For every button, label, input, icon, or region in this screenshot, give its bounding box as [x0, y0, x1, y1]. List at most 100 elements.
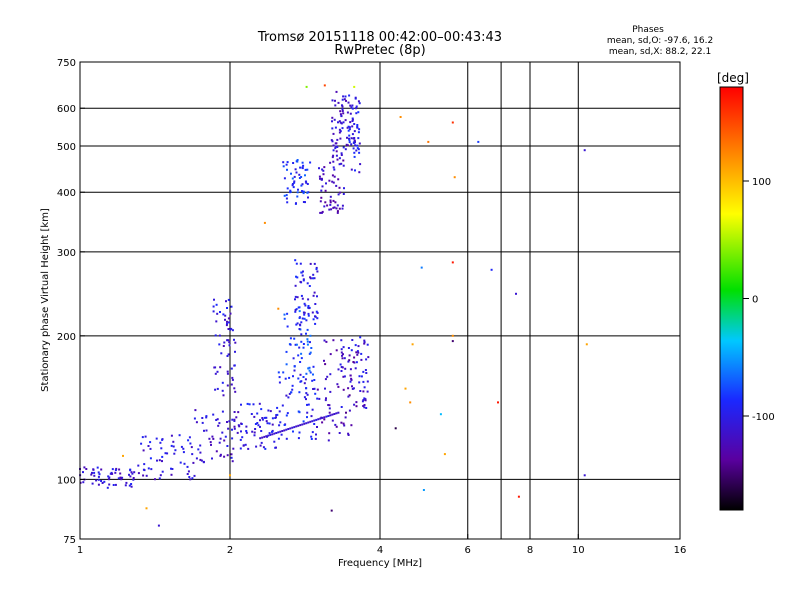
data-point [349, 104, 352, 107]
data-point [281, 430, 284, 432]
data-point [307, 314, 310, 317]
data-point [239, 438, 242, 441]
data-point [399, 116, 402, 118]
data-point [90, 473, 93, 476]
chart-subtitle: RwPretec (8p) [334, 43, 425, 58]
data-point [329, 201, 332, 204]
data-point [278, 381, 281, 384]
data-point [339, 363, 342, 366]
data-point [341, 110, 344, 112]
data-point [346, 111, 349, 114]
data-point [229, 328, 232, 331]
data-point [82, 481, 85, 484]
data-point [329, 414, 332, 417]
data-point [309, 334, 312, 337]
data-point [219, 453, 222, 456]
data-point [346, 126, 349, 129]
data-point [357, 148, 360, 151]
data-point [334, 147, 337, 150]
data-point [306, 282, 309, 285]
y-tick-label: 750 [57, 58, 76, 69]
data-point [315, 418, 318, 421]
data-point [199, 451, 202, 454]
data-point [337, 101, 340, 104]
data-point [359, 163, 362, 166]
data-point [222, 313, 225, 316]
data-point [294, 310, 297, 313]
data-point [301, 167, 304, 170]
data-point [129, 469, 132, 472]
data-point [515, 292, 517, 295]
data-point [350, 377, 353, 380]
data-point [356, 144, 359, 147]
data-point [212, 305, 215, 308]
data-point [324, 363, 327, 366]
data-point [261, 417, 264, 419]
data-point [263, 435, 266, 438]
data-point [82, 471, 84, 474]
data-point [323, 416, 326, 419]
data-point [309, 351, 312, 354]
data-point [231, 460, 234, 463]
data-point [321, 168, 324, 171]
data-point [273, 440, 276, 443]
data-point [172, 445, 175, 448]
data-point [106, 486, 109, 489]
y-axis-ticks: 75 100 200 300 400 500 600 750 [57, 58, 85, 546]
data-point [281, 404, 284, 407]
data-point [330, 509, 333, 512]
data-point [93, 474, 96, 477]
data-point [315, 433, 317, 436]
data-point [286, 168, 288, 171]
data-point [355, 361, 358, 364]
data-point [328, 407, 331, 410]
data-point [313, 291, 316, 294]
data-point [351, 107, 354, 110]
data-point [323, 359, 325, 362]
data-point [161, 460, 163, 463]
data-point [332, 149, 335, 152]
data-point [288, 392, 291, 395]
data-point [310, 415, 313, 418]
data-point [304, 378, 307, 381]
data-point [427, 140, 430, 143]
data-point [300, 333, 303, 336]
data-point [173, 452, 176, 455]
data-point [203, 429, 205, 432]
data-point [128, 473, 130, 476]
data-point [334, 104, 337, 107]
data-point [321, 178, 323, 181]
data-point [351, 125, 354, 128]
data-point [362, 370, 365, 373]
data-point [142, 449, 145, 452]
data-point [297, 424, 300, 427]
data-point [230, 456, 233, 459]
data-point [279, 421, 282, 424]
data-point [300, 357, 303, 360]
data-point [351, 133, 354, 136]
data-point [193, 474, 196, 477]
data-point [237, 424, 240, 427]
data-point [319, 177, 321, 180]
data-point [347, 432, 350, 435]
data-point [354, 144, 357, 147]
data-point [335, 207, 338, 210]
data-point [365, 358, 368, 361]
data-point [290, 391, 292, 394]
data-point [296, 191, 299, 194]
data-point [339, 137, 342, 140]
data-point [201, 421, 204, 424]
data-point [306, 168, 309, 171]
data-point [221, 410, 224, 413]
data-point [342, 422, 345, 425]
colorbar-label: [deg] [717, 71, 749, 85]
data-point [293, 181, 296, 184]
data-point [344, 148, 347, 151]
data-point [325, 415, 328, 418]
data-point [326, 204, 329, 207]
data-point [219, 437, 222, 440]
data-point [297, 188, 299, 191]
data-point [353, 356, 356, 359]
data-point [348, 126, 351, 129]
data-point [335, 90, 338, 93]
